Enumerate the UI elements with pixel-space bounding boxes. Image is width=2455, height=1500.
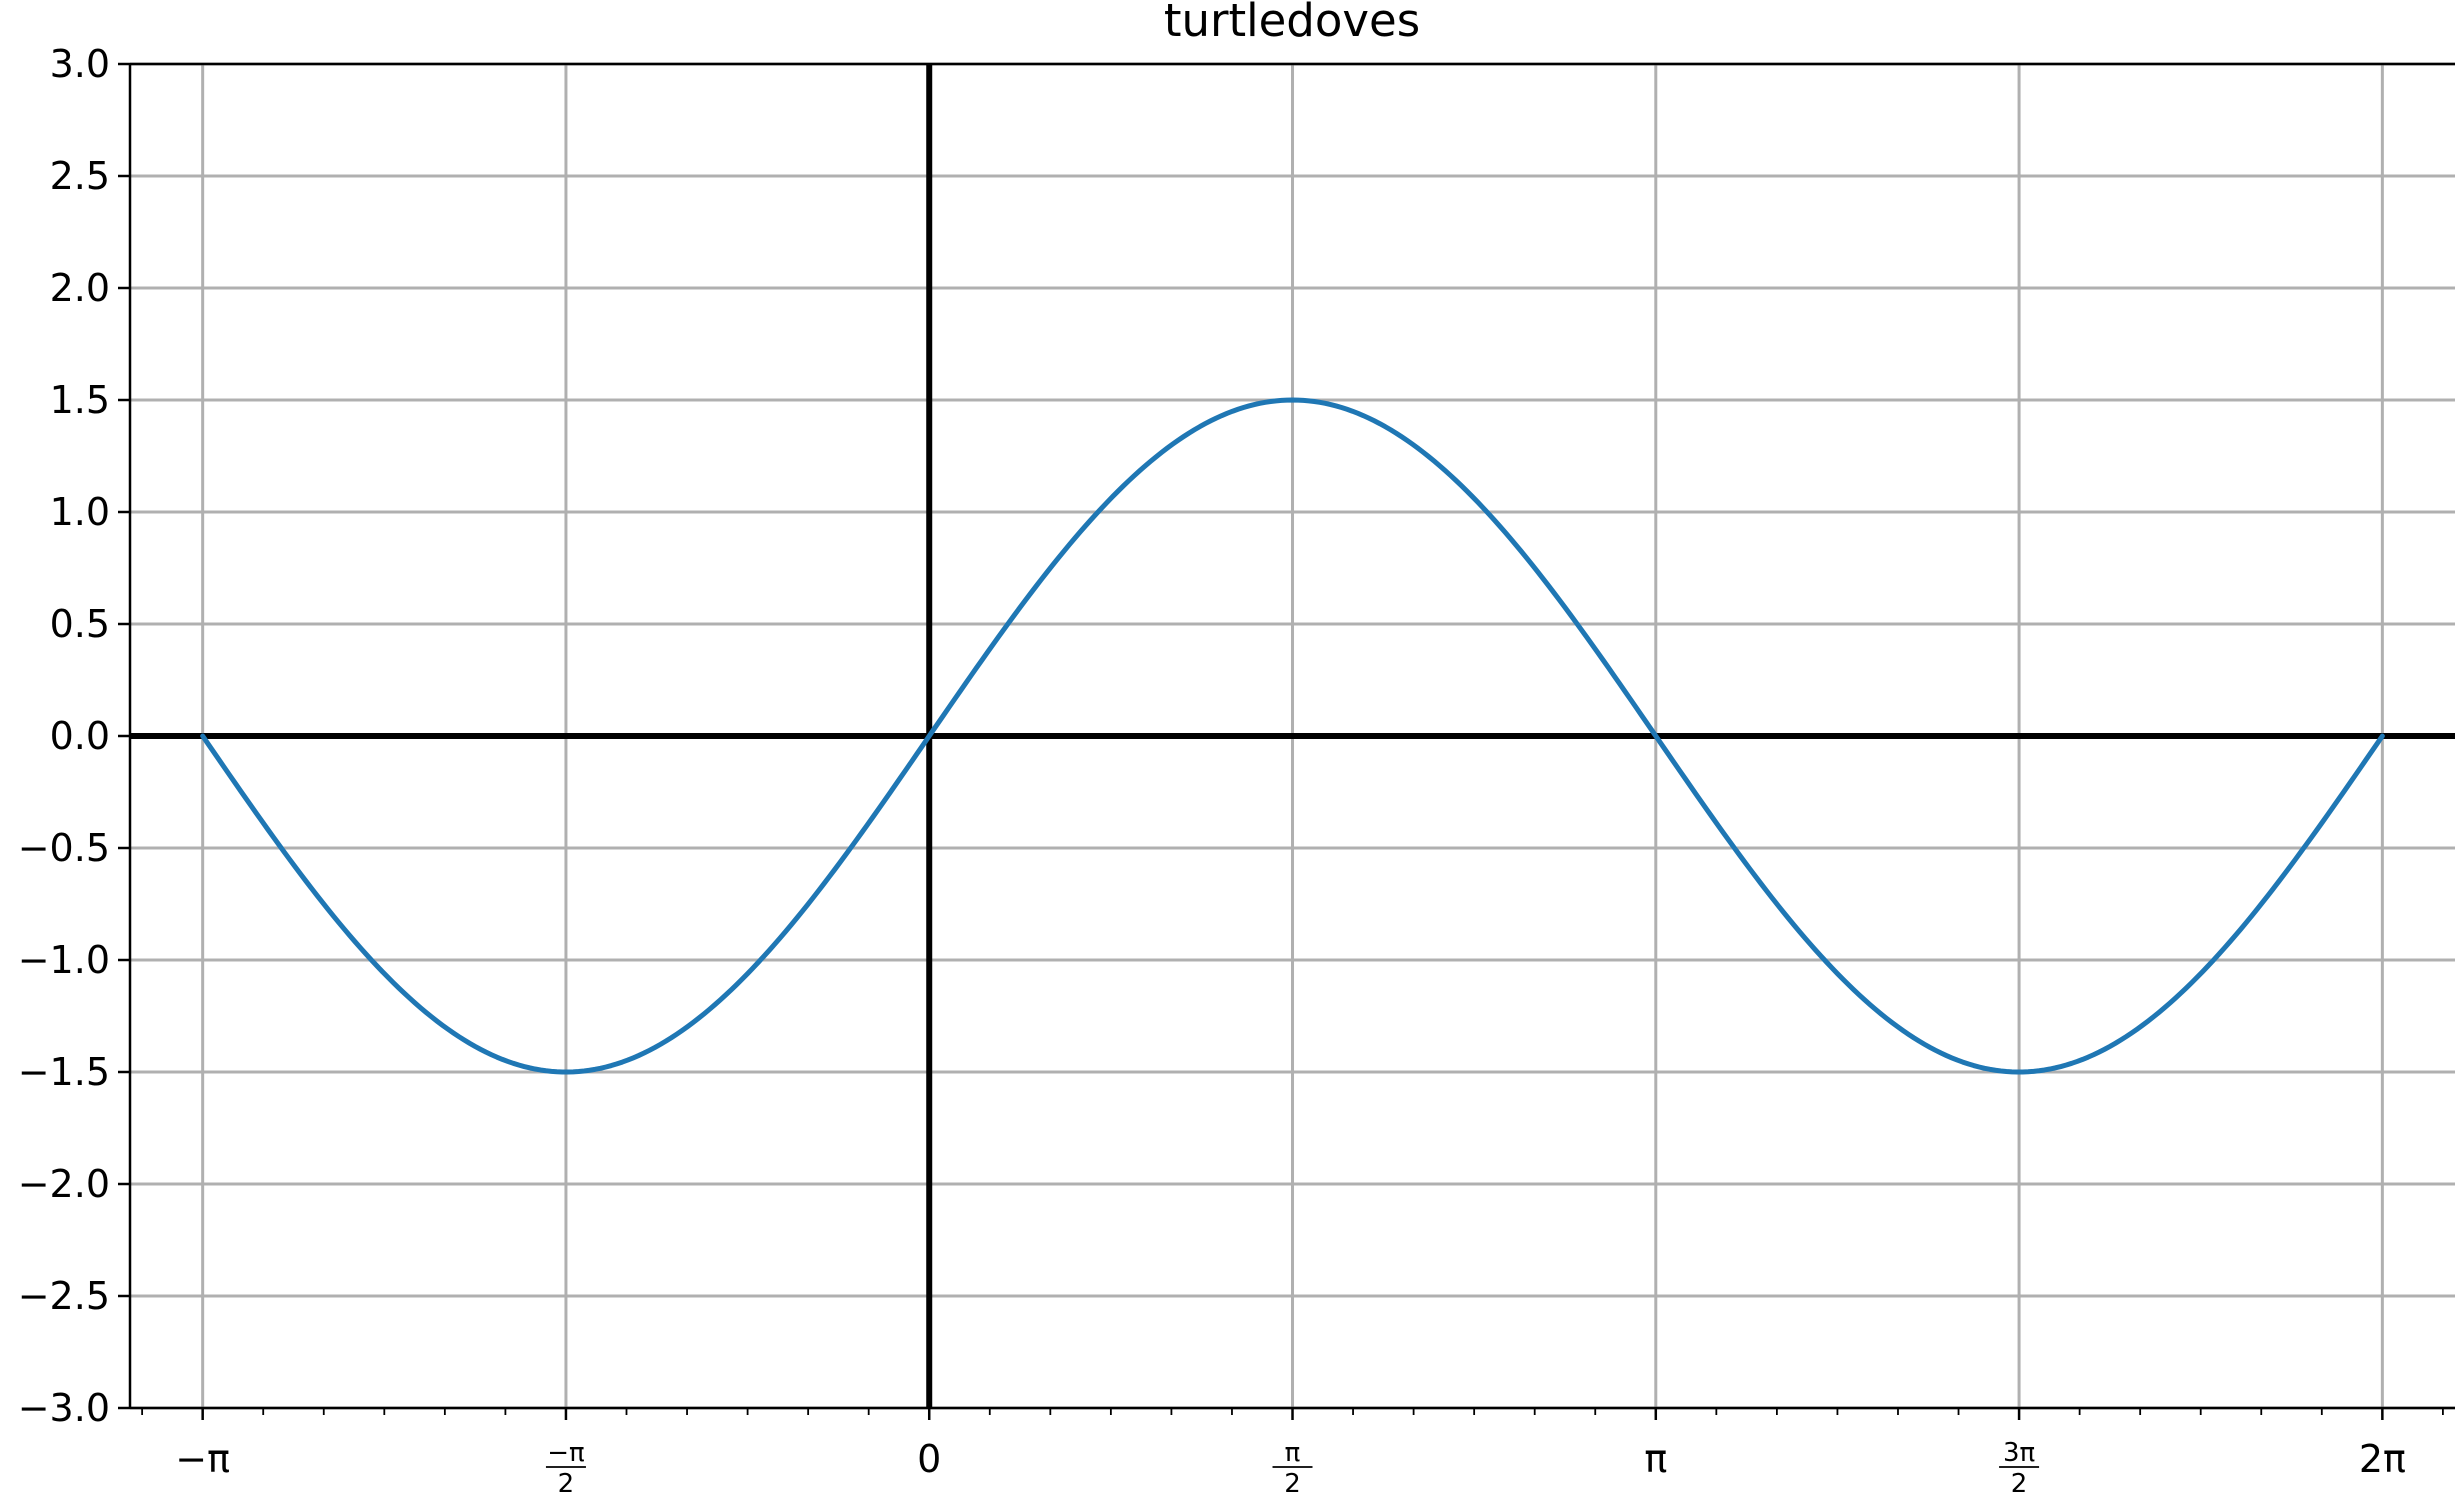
x-tick-label-denominator-1: 2 <box>558 1469 575 1499</box>
x-tick-label-numerator-3: π <box>1285 1438 1301 1468</box>
y-tick-label-5: −0.5 <box>18 826 110 870</box>
ticks <box>118 62 2444 1420</box>
y-tick-label-11: 2.5 <box>50 154 110 198</box>
y-tick-label-4: −1.0 <box>18 938 110 982</box>
series-line-0 <box>200 397 2385 1075</box>
x-tick-label-0: −π <box>175 1437 230 1481</box>
x-tick-label-denominator-3: 2 <box>1284 1469 1301 1499</box>
x-tick-label-4: π <box>1644 1437 1667 1481</box>
x-tick-label-denominator-5: 2 <box>2011 1469 2028 1499</box>
x-tick-label-numerator-1: −π <box>547 1438 584 1468</box>
y-tick-label-1: −2.5 <box>18 1274 110 1318</box>
y-tick-label-2: −2.0 <box>18 1162 110 1206</box>
x-tick-label-2: 0 <box>917 1437 941 1481</box>
y-tick-label-9: 1.5 <box>50 378 110 422</box>
y-tick-labels: −3.0 −2.5 −2.0 −1.5 −1.0 −0.5 0.0 0.5 1.0 1.5 2.0 2… <box>18 42 110 1430</box>
y-tick-label-8: 1.0 <box>50 490 110 534</box>
y-tick-label-0: −3.0 <box>18 1386 110 1430</box>
y-tick-label-12: 3.0 <box>50 42 110 86</box>
x-tick-label-numerator-5: 3π <box>2003 1438 2035 1468</box>
y-tick-label-3: −1.5 <box>18 1050 110 1094</box>
y-tick-label-10: 2.0 <box>50 266 110 310</box>
series-layer <box>200 397 2385 1075</box>
x-tick-label-6: 2π <box>2359 1437 2406 1481</box>
chart-title: turtledoves <box>1164 0 1420 47</box>
y-tick-label-6: 0.0 <box>50 714 110 758</box>
y-tick-label-7: 0.5 <box>50 602 110 646</box>
